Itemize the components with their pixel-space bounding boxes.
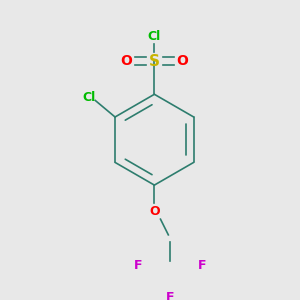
Text: S: S [149,54,160,69]
Text: O: O [121,54,132,68]
Text: F: F [198,259,207,272]
Text: F: F [166,291,174,300]
Text: O: O [176,54,188,68]
Text: Cl: Cl [148,30,161,43]
Text: O: O [149,205,160,218]
Text: F: F [134,259,142,272]
Text: Cl: Cl [82,91,96,104]
